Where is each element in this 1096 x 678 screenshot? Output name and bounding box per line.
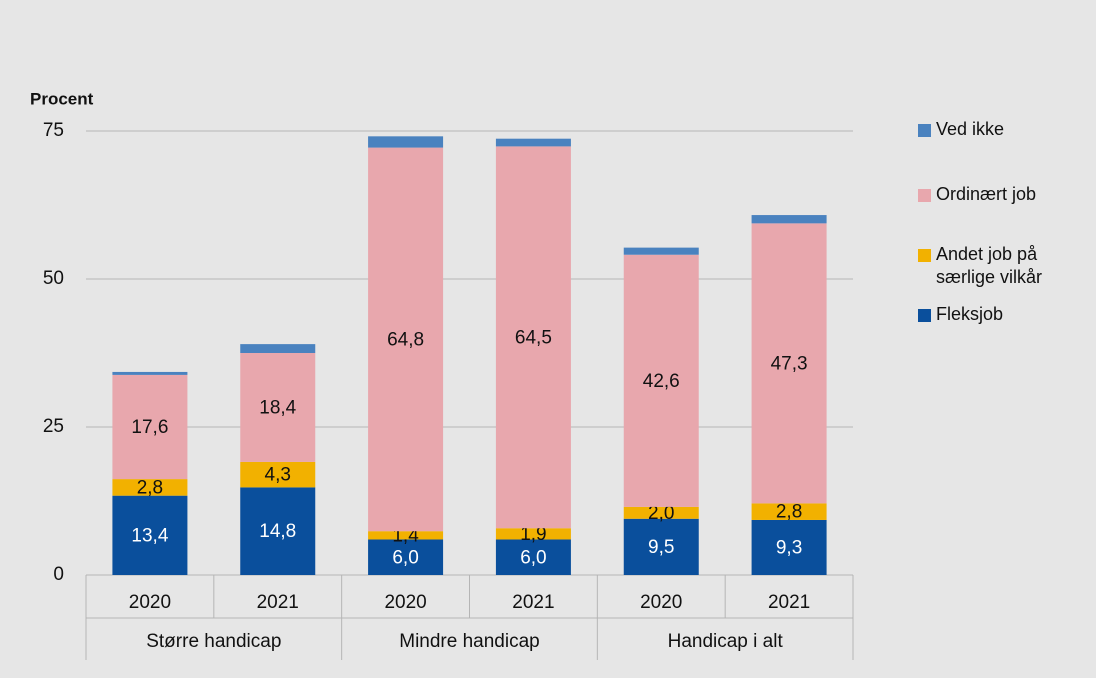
bar-segment: [240, 353, 316, 462]
bar-segment: [495, 539, 571, 575]
x-tick-label: 2020: [129, 592, 171, 613]
legend-item: Ved ikke: [918, 118, 1086, 141]
x-tick-label: 2021: [257, 592, 299, 613]
data-label: 6,0: [520, 547, 546, 568]
legend-swatch: [918, 124, 931, 137]
x-tick-label: 2021: [768, 592, 810, 613]
bar-segment: [751, 215, 827, 224]
bar-segment: [368, 531, 444, 540]
legend-swatch: [918, 189, 931, 202]
bar-segment: [495, 528, 571, 540]
data-label: 2,8: [776, 502, 802, 523]
bar-segment: [623, 247, 699, 255]
bar-segment: [751, 223, 827, 504]
bar-segment: [240, 461, 316, 488]
legend-item: Andet job på særlige vilkår: [918, 243, 1086, 289]
y-axis-label: Procent: [30, 89, 94, 108]
data-label: 6,0: [392, 547, 418, 568]
data-label: 4,3: [265, 465, 291, 486]
bar-segment: [112, 479, 188, 496]
legend-label: Andet job på særlige vilkår: [936, 244, 1043, 287]
bar-segment: [751, 503, 827, 520]
data-label: 9,5: [648, 537, 674, 558]
x-tick-label: 2021: [512, 592, 554, 613]
legend-item: Ordinært job: [918, 183, 1086, 206]
y-tick-label: 0: [53, 564, 64, 585]
data-label: 2,0: [648, 503, 674, 524]
x-tick-label: 2020: [640, 592, 682, 613]
y-tick-label: 75: [43, 120, 64, 141]
data-label: 1,9: [520, 524, 546, 545]
data-label: 9,3: [776, 537, 802, 558]
group-label: Mindre handicap: [399, 631, 539, 652]
bar-segment: [112, 495, 188, 575]
y-tick-label: 25: [43, 416, 64, 437]
bar-segment: [240, 487, 316, 575]
data-label: 42,6: [643, 371, 680, 392]
data-label: 47,3: [771, 353, 808, 374]
bar-segment: [112, 374, 188, 480]
bar-segment: [623, 518, 699, 575]
data-label: 64,8: [387, 329, 424, 350]
bar-segment: [623, 506, 699, 519]
legend-swatch: [918, 309, 931, 322]
group-label: Større handicap: [146, 631, 281, 652]
x-tick-label: 2020: [384, 592, 426, 613]
data-label: 2,8: [137, 477, 163, 498]
legend-label: Fleksjob: [936, 304, 1004, 324]
data-label: 18,4: [259, 397, 296, 418]
legend-label: Ordinært job: [936, 184, 1037, 204]
data-label: 17,6: [131, 417, 168, 438]
legend-item: Fleksjob: [918, 303, 1086, 326]
bar-segment: [495, 138, 571, 147]
bar-segment: [368, 136, 444, 148]
group-label: Handicap i alt: [668, 631, 784, 652]
bar-segment: [623, 254, 699, 507]
data-label: 13,4: [131, 525, 168, 546]
bar-segment: [751, 519, 827, 575]
bar-segment: [495, 146, 571, 529]
bar-segment: [112, 371, 188, 375]
data-label: 64,5: [515, 327, 552, 348]
data-label: 14,8: [259, 521, 296, 542]
y-tick-label: 50: [43, 268, 64, 289]
legend-label: Ved ikke: [936, 119, 1005, 139]
bar-segment: [240, 344, 316, 353]
legend-swatch: [918, 249, 931, 262]
bar-segment: [368, 147, 444, 532]
bar-segment: [368, 539, 444, 575]
